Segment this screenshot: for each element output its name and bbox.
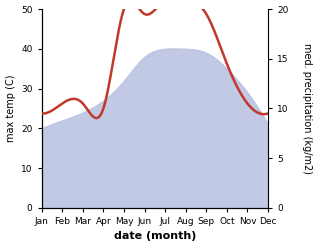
Y-axis label: med. precipitation (kg/m2): med. precipitation (kg/m2) xyxy=(302,43,313,174)
X-axis label: date (month): date (month) xyxy=(114,231,196,242)
Y-axis label: max temp (C): max temp (C) xyxy=(5,75,16,142)
